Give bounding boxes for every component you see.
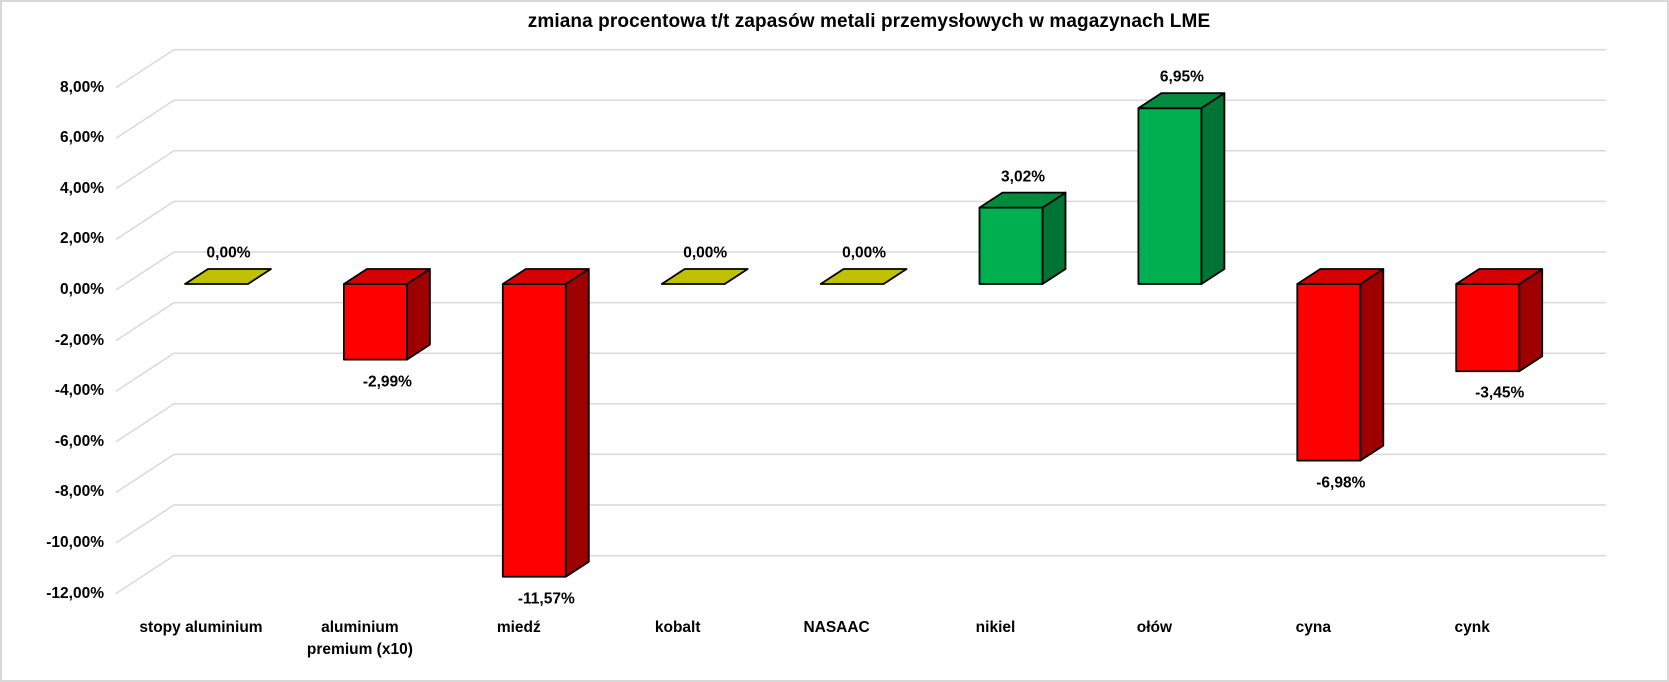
category-label: stopy aluminium bbox=[139, 619, 263, 636]
value-label: -11,57% bbox=[517, 590, 575, 608]
value-label: -6,98% bbox=[1316, 474, 1366, 492]
category-label: NASAAC bbox=[803, 619, 870, 636]
gridline bbox=[115, 99, 1606, 139]
bar-front-face bbox=[1296, 283, 1362, 462]
bar-side-face bbox=[1518, 268, 1544, 373]
y-tick-label: 6,00% bbox=[60, 129, 104, 147]
bar-top-face bbox=[978, 191, 1067, 209]
y-tick-label: 0,00% bbox=[60, 281, 104, 298]
bar-top-face bbox=[1137, 92, 1226, 110]
zero-marker bbox=[819, 268, 908, 285]
category-label: aluminium premium (x10) bbox=[306, 619, 413, 658]
value-label: 6,95% bbox=[1159, 68, 1204, 86]
bar-front-face bbox=[1137, 107, 1203, 285]
bar-front-face bbox=[1455, 283, 1521, 373]
category-label: kobalt bbox=[654, 619, 701, 636]
bar-side-face bbox=[1359, 268, 1385, 462]
gridline bbox=[115, 352, 1606, 392]
gridline bbox=[115, 453, 1606, 494]
y-tick-label: 2,00% bbox=[60, 230, 104, 248]
y-tick-label: -4,00% bbox=[54, 382, 104, 400]
y-tick-label: -8,00% bbox=[54, 483, 104, 501]
bar-top-face bbox=[501, 268, 590, 285]
bar-side-face bbox=[1200, 92, 1226, 285]
y-tick-label: 8,00% bbox=[60, 78, 104, 96]
category-label: nikiel bbox=[975, 619, 1016, 636]
bar-top-face bbox=[1296, 268, 1385, 285]
gridline bbox=[115, 200, 1606, 241]
zero-marker bbox=[660, 268, 749, 285]
y-tick-label: -2,00% bbox=[54, 331, 104, 349]
bar-front-face bbox=[501, 283, 567, 578]
value-label: -2,99% bbox=[362, 373, 412, 391]
gridline bbox=[115, 251, 1606, 291]
gridline bbox=[115, 48, 1606, 89]
y-tick-label: 4,00% bbox=[60, 179, 104, 197]
value-label: -3,45% bbox=[1475, 384, 1525, 402]
chart-title: zmiana procentowa t/t zapasów metali prz… bbox=[527, 11, 1211, 32]
category-label: miedź bbox=[496, 619, 541, 636]
bar-side-face bbox=[564, 268, 590, 578]
value-label: 3,02% bbox=[1001, 168, 1045, 186]
y-tick-label: -6,00% bbox=[54, 432, 104, 450]
bar-top-face bbox=[342, 268, 431, 285]
bar-front-face bbox=[978, 206, 1044, 285]
category-label: ołów bbox=[1136, 619, 1173, 636]
zero-marker bbox=[184, 268, 272, 285]
y-tick-label: -10,00% bbox=[46, 534, 104, 551]
gridline bbox=[115, 301, 1606, 342]
gridline bbox=[115, 150, 1606, 190]
category-label: cynk bbox=[1454, 619, 1490, 636]
value-label: 0,00% bbox=[842, 244, 887, 262]
gridline bbox=[115, 504, 1606, 544]
bar-front-face bbox=[342, 283, 408, 361]
bar-top-face bbox=[1455, 268, 1544, 285]
gridline bbox=[115, 554, 1606, 595]
value-label: 0,00% bbox=[683, 244, 728, 262]
category-label: cyna bbox=[1295, 619, 1331, 636]
value-label: 0,00% bbox=[206, 244, 251, 262]
y-tick-label: -12,00% bbox=[46, 584, 104, 602]
gridline bbox=[115, 403, 1606, 443]
